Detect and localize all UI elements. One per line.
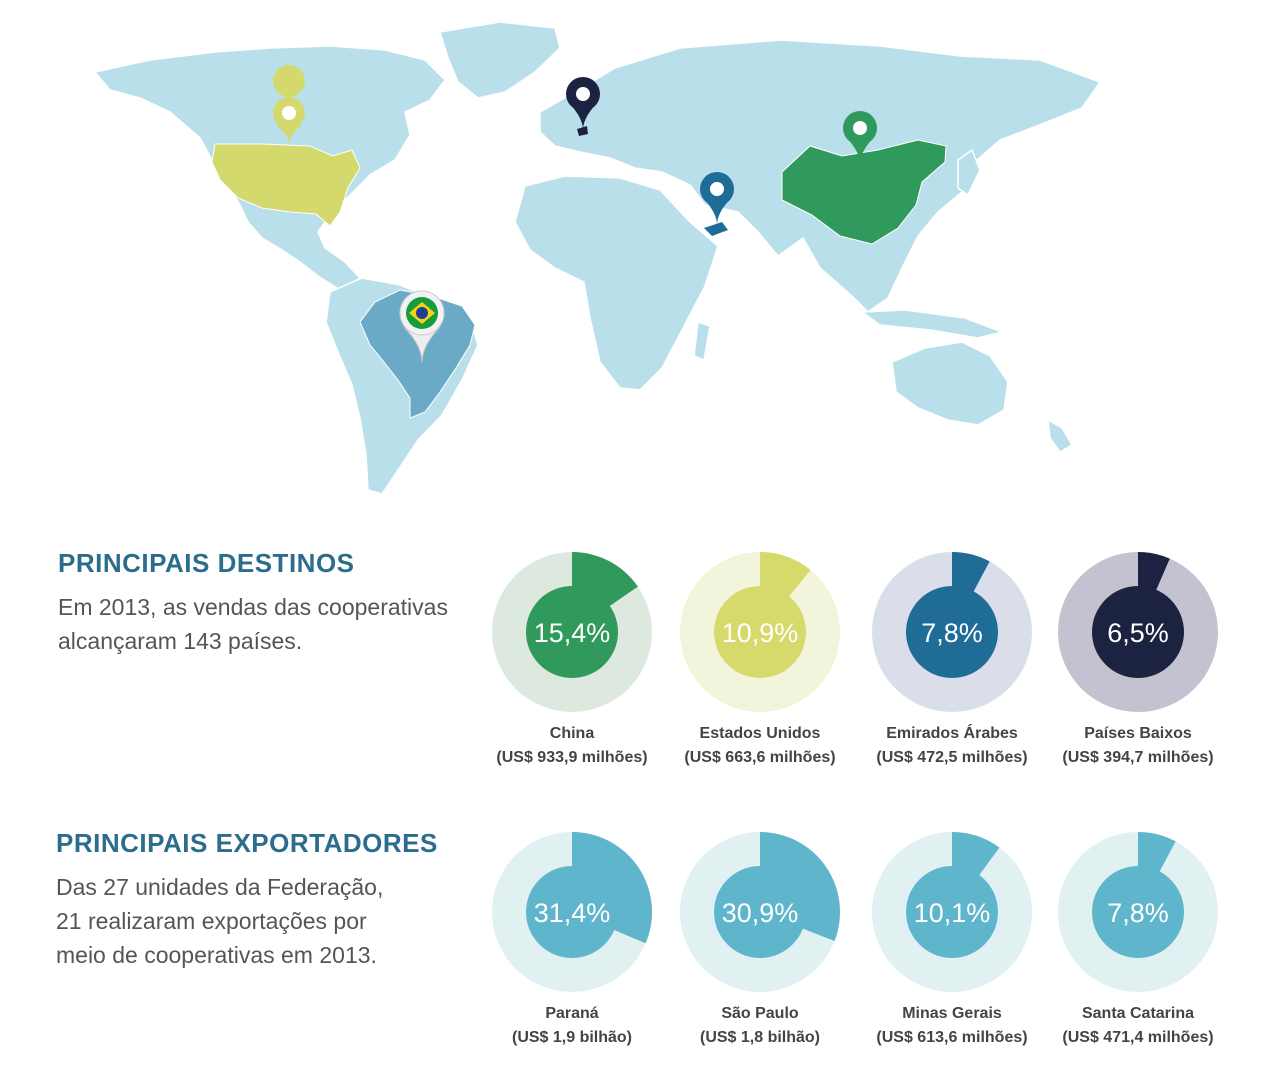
destinos-description-line: Em 2013, as vendas das cooperativas xyxy=(58,594,448,620)
exportadores-description-line: Das 27 unidades da Federação, xyxy=(56,874,384,900)
donut-paises-baixos: 6,5% Países Baixos (US$ 394,7 milhões) xyxy=(1058,552,1218,770)
uae-shape xyxy=(704,222,728,236)
donut-center xyxy=(906,866,998,958)
destinos-heading: PRINCIPAIS DESTINOS xyxy=(58,548,355,578)
donut-label: Estados Unidos (US$ 663,6 milhões) xyxy=(655,722,865,770)
usa-pin-icon xyxy=(273,65,306,145)
exportadores-description: Das 27 unidades da Federação, 21 realiza… xyxy=(56,870,383,972)
donut-chart-svg: 7,8% xyxy=(872,552,1032,712)
donut-name: Países Baixos xyxy=(1084,725,1192,742)
donut-label: Países Baixos (US$ 394,7 milhões) xyxy=(1033,722,1243,770)
donut-label: Paraná (US$ 1,9 bilhão) xyxy=(467,1002,677,1050)
donut-parana: 31,4% Paraná (US$ 1,9 bilhão) xyxy=(492,832,652,1050)
donut-value-label: 31,4% xyxy=(534,898,611,928)
donut-label: China (US$ 933,9 milhões) xyxy=(467,722,677,770)
netherlands-shape xyxy=(577,126,588,136)
destinos-description: Em 2013, as vendas das cooperativas alca… xyxy=(58,590,448,658)
brazil-shape xyxy=(359,289,476,419)
donut-amount: (US$ 663,6 milhões) xyxy=(684,749,836,766)
donut-value-label: 30,9% xyxy=(722,898,799,928)
donut-emirados-arabes: 7,8% Emirados Árabes (US$ 472,5 milhões) xyxy=(872,552,1032,770)
china-pin-icon xyxy=(843,111,877,164)
donut-label: São Paulo (US$ 1,8 bilhão) xyxy=(655,1002,865,1050)
donut-center xyxy=(526,866,618,958)
china-shape xyxy=(781,139,947,245)
donut-chart-svg: 10,9% xyxy=(680,552,840,712)
donut-label: Emirados Árabes (US$ 472,5 milhões) xyxy=(847,722,1057,770)
donut-amount: (US$ 1,8 bilhão) xyxy=(699,1029,821,1046)
donut-name: China xyxy=(549,725,595,742)
exportadores-heading: PRINCIPAIS EXPORTADORES xyxy=(56,828,438,858)
greenland-landmass xyxy=(439,21,561,99)
donut-minas-gerais: 10,1% Minas Gerais (US$ 613,6 milhões) xyxy=(872,832,1032,1050)
donut-label: Minas Gerais (US$ 613,6 milhões) xyxy=(847,1002,1057,1050)
donut-chart-svg: 15,4% xyxy=(492,552,652,712)
donut-name: São Paulo xyxy=(721,1005,799,1022)
donut-value-label: 10,9% xyxy=(722,618,799,648)
donut-amount: (US$ 1,9 bilhão) xyxy=(511,1029,633,1046)
madagascar-landmass xyxy=(693,320,711,362)
donut-value-label: 6,5% xyxy=(1107,618,1169,648)
donut-value-label: 15,4% xyxy=(534,618,611,648)
indonesia-landmass xyxy=(859,309,1005,339)
donut-center xyxy=(906,586,998,678)
new-zealand-landmass xyxy=(1047,418,1074,453)
donut-chart-svg: 10,1% xyxy=(872,832,1032,992)
donut-center xyxy=(526,586,618,678)
donut-value-label: 10,1% xyxy=(914,898,991,928)
brazil-flag-pin-icon xyxy=(399,290,445,363)
donut-chart-svg: 31,4% xyxy=(492,832,652,992)
donut-amount: (US$ 933,9 milhões) xyxy=(496,749,648,766)
netherlands-pin-icon xyxy=(566,77,600,130)
africa-landmass xyxy=(514,175,719,391)
destinos-description-line: alcançaram 143 países. xyxy=(58,628,303,654)
world-map xyxy=(93,21,1102,495)
donut-amount: (US$ 394,7 milhões) xyxy=(1062,749,1214,766)
donut-estados-unidos: 10,9% Estados Unidos (US$ 663,6 milhões) xyxy=(680,552,840,770)
donut-sao-paulo: 30,9% São Paulo (US$ 1,8 bilhão) xyxy=(680,832,840,1050)
donut-name: Santa Catarina xyxy=(1081,1005,1195,1022)
donut-chart-svg: 30,9% xyxy=(680,832,840,992)
donut-value-label: 7,8% xyxy=(921,618,983,648)
uae-pin-icon xyxy=(700,172,734,225)
donut-label: Santa Catarina (US$ 471,4 milhões) xyxy=(1033,1002,1243,1050)
donut-name: Paraná xyxy=(545,1005,599,1022)
donut-name: Estados Unidos xyxy=(699,725,821,742)
donut-name: Minas Gerais xyxy=(902,1005,1002,1022)
donut-chart-svg: 7,8% xyxy=(1058,832,1218,992)
donut-amount: (US$ 613,6 milhões) xyxy=(876,1029,1028,1046)
donut-center xyxy=(1092,586,1184,678)
donut-center xyxy=(714,586,806,678)
donut-name: Emirados Árabes xyxy=(886,725,1018,742)
donut-amount: (US$ 471,4 milhões) xyxy=(1062,1029,1214,1046)
donut-china: 15,4% China (US$ 933,9 milhões) xyxy=(492,552,652,770)
donut-amount: (US$ 472,5 milhões) xyxy=(876,749,1028,766)
exportadores-description-line: 21 realizaram exportações por xyxy=(56,908,367,934)
donut-value-label: 7,8% xyxy=(1107,898,1169,928)
donut-chart-svg: 6,5% xyxy=(1058,552,1218,712)
donut-center xyxy=(1092,866,1184,958)
japan-landmass xyxy=(957,148,981,197)
exportadores-description-line: meio de cooperativas em 2013. xyxy=(56,942,377,968)
australia-landmass xyxy=(891,341,1009,426)
donut-santa-catarina: 7,8% Santa Catarina (US$ 471,4 milhões) xyxy=(1058,832,1218,1050)
donut-center xyxy=(714,866,806,958)
usa-shape xyxy=(211,143,361,227)
